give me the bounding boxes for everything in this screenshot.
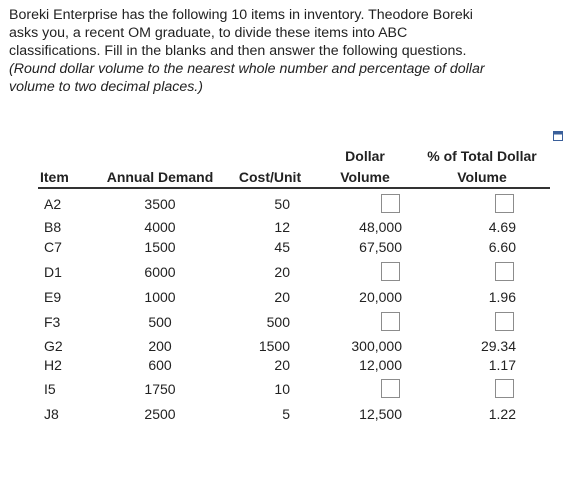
- cell-pct-total: 4.69: [488, 219, 516, 235]
- intro-line-2: asks you, a recent OM graduate, to divid…: [9, 25, 408, 41]
- cell-dollar-volume: 12,500: [359, 406, 402, 422]
- cell-annual-demand: 2500: [144, 406, 176, 422]
- cell-dollar-volume: 48,000: [359, 219, 402, 235]
- cell-dollar-volume: 300,000: [351, 338, 402, 354]
- cell-item: F3: [44, 314, 61, 330]
- cell-cost-unit: 12: [274, 219, 290, 235]
- cell-cost-unit: 10: [274, 381, 290, 397]
- cell-annual-demand: 3500: [144, 196, 176, 212]
- cell-cost-unit: 20: [274, 264, 290, 280]
- cell-item: G2: [44, 338, 63, 354]
- pct-total-input[interactable]: [495, 262, 514, 281]
- cell-item: A2: [44, 196, 62, 212]
- header-dollar-volume-top: Dollar: [345, 148, 385, 164]
- cell-item: I5: [44, 381, 56, 397]
- dollar-volume-input[interactable]: [381, 262, 400, 281]
- cell-cost-unit: 20: [274, 289, 290, 305]
- cell-dollar-volume: 67,500: [359, 239, 402, 255]
- header-rule: [38, 187, 550, 189]
- cell-item: J8: [44, 406, 59, 422]
- cell-annual-demand: 600: [148, 357, 172, 373]
- dollar-volume-input[interactable]: [381, 379, 400, 398]
- header-dollar-volume-bottom: Volume: [340, 169, 390, 185]
- cell-cost-unit: 500: [266, 314, 290, 330]
- rounding-note-line-2: volume to two decimal places.): [9, 79, 203, 95]
- header-pct-total-bottom: Volume: [457, 169, 507, 185]
- cell-cost-unit: 45: [274, 239, 290, 255]
- header-annual-demand: Annual Demand: [106, 169, 214, 185]
- dollar-volume-input[interactable]: [381, 312, 400, 331]
- cell-dollar-volume: 12,000: [359, 357, 402, 373]
- cell-annual-demand: 6000: [144, 264, 176, 280]
- cell-cost-unit: 20: [274, 357, 290, 373]
- cell-item: B8: [44, 219, 62, 235]
- cell-cost-unit: 5: [282, 406, 290, 422]
- cell-pct-total: 6.60: [488, 239, 516, 255]
- cell-item: D1: [44, 264, 62, 280]
- cell-cost-unit: 1500: [258, 338, 290, 354]
- cell-item: H2: [44, 357, 62, 373]
- header-item: Item: [40, 169, 69, 185]
- cell-dollar-volume: 20,000: [359, 289, 402, 305]
- problem-statement: Boreki Enterprise has the following 10 i…: [9, 6, 569, 96]
- cell-cost-unit: 50: [274, 196, 290, 212]
- cell-pct-total: 29.34: [480, 338, 516, 354]
- intro-line-1: Boreki Enterprise has the following 10 i…: [9, 7, 473, 23]
- dollar-volume-input[interactable]: [381, 194, 400, 213]
- header-cost-unit: Cost/Unit: [238, 169, 302, 185]
- cell-annual-demand: 1750: [144, 381, 176, 397]
- rounding-note-line-1: (Round dollar volume to the nearest whol…: [9, 61, 485, 77]
- cell-pct-total: 1.17: [488, 357, 516, 373]
- pct-total-input[interactable]: [495, 379, 514, 398]
- pct-total-input[interactable]: [495, 312, 514, 331]
- intro-line-3: classifications. Fill in the blanks and …: [9, 43, 467, 59]
- cell-annual-demand: 4000: [144, 219, 176, 235]
- cell-annual-demand: 1500: [144, 239, 176, 255]
- header-pct-total-top: % of Total Dollar: [427, 148, 537, 164]
- copy-icon[interactable]: [553, 128, 563, 141]
- cell-pct-total: 1.22: [488, 406, 516, 422]
- pct-total-input[interactable]: [495, 194, 514, 213]
- cell-item: E9: [44, 289, 62, 305]
- cell-pct-total: 1.96: [488, 289, 516, 305]
- cell-annual-demand: 200: [148, 338, 172, 354]
- cell-annual-demand: 500: [148, 314, 172, 330]
- cell-annual-demand: 1000: [144, 289, 176, 305]
- cell-item: C7: [44, 239, 62, 255]
